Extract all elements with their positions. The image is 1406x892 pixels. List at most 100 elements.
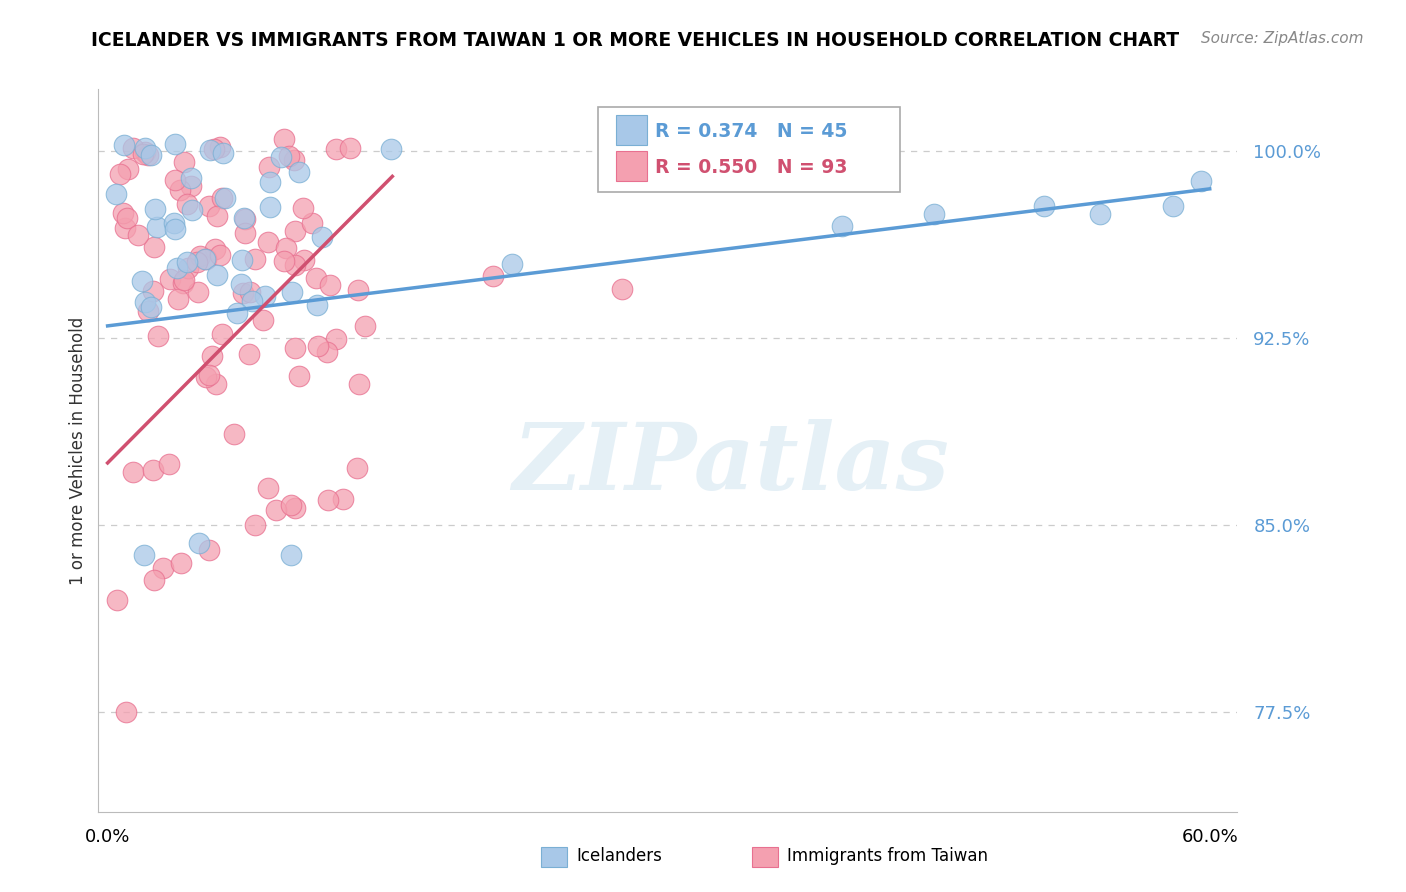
Text: Immigrants from Taiwan: Immigrants from Taiwan [787, 847, 988, 865]
Point [339, 141, 361, 155]
Point [143, 240, 166, 254]
Point [211, 190, 233, 204]
Point [226, 305, 249, 319]
Point [831, 219, 853, 234]
Point [1088, 207, 1111, 221]
Point [270, 150, 292, 164]
Point [278, 149, 301, 163]
Point [186, 255, 208, 269]
Point [257, 235, 280, 249]
Point [238, 347, 260, 361]
Y-axis label: 1 or more Vehicles in Household: 1 or more Vehicles in Household [69, 317, 87, 584]
Point [131, 274, 153, 288]
Point [134, 145, 156, 160]
Point [121, 140, 143, 154]
Point [198, 198, 221, 212]
Point [176, 255, 198, 269]
Point [165, 221, 187, 235]
Text: R = 0.550   N = 93: R = 0.550 N = 93 [655, 158, 848, 177]
Text: Icelanders: Icelanders [576, 847, 662, 865]
Point [205, 377, 228, 392]
Point [501, 257, 523, 271]
Point [132, 146, 155, 161]
Point [134, 548, 156, 562]
Point [142, 463, 165, 477]
Point [273, 132, 295, 146]
Point [197, 543, 219, 558]
Point [134, 295, 156, 310]
Point [173, 273, 195, 287]
Point [1189, 174, 1212, 188]
Point [146, 220, 169, 235]
Point [173, 155, 195, 169]
Point [176, 196, 198, 211]
Point [211, 327, 233, 342]
Point [231, 253, 253, 268]
Point [1033, 199, 1056, 213]
Point [163, 216, 186, 230]
Point [176, 261, 198, 276]
Point [134, 141, 156, 155]
Point [287, 368, 309, 383]
Text: ZIPatlas: ZIPatlas [513, 419, 949, 508]
Point [243, 518, 266, 533]
Point [288, 165, 311, 179]
Point [233, 226, 256, 240]
Point [143, 202, 166, 216]
Point [115, 211, 138, 225]
Point [148, 329, 170, 343]
Point [284, 223, 307, 237]
Point [610, 281, 633, 295]
Point [211, 145, 233, 160]
Point [292, 252, 315, 267]
Point [163, 137, 186, 152]
Point [349, 377, 371, 392]
Point [325, 142, 347, 156]
Point [284, 341, 307, 355]
Point [346, 461, 368, 475]
Point [117, 161, 139, 176]
Point [169, 183, 191, 197]
Point [104, 187, 127, 202]
Point [157, 457, 180, 471]
Point [198, 143, 221, 157]
Point [240, 293, 263, 308]
Text: ICELANDER VS IMMIGRANTS FROM TAIWAN 1 OR MORE VEHICLES IN HOUSEHOLD CORRELATION : ICELANDER VS IMMIGRANTS FROM TAIWAN 1 OR… [91, 31, 1180, 50]
Point [172, 276, 194, 290]
Point [165, 173, 187, 187]
Text: R = 0.374   N = 45: R = 0.374 N = 45 [655, 122, 848, 141]
Point [188, 535, 211, 549]
Point [280, 548, 302, 562]
Point [284, 258, 307, 272]
Point [136, 303, 159, 318]
Point [208, 140, 231, 154]
Point [305, 270, 328, 285]
Point [229, 277, 252, 291]
Point [264, 503, 287, 517]
Point [152, 560, 174, 574]
Point [222, 426, 245, 441]
Point [205, 209, 228, 223]
Point [253, 289, 276, 303]
Point [194, 252, 217, 266]
Point [194, 370, 217, 384]
Point [259, 201, 281, 215]
Point [325, 332, 347, 346]
Point [284, 501, 307, 516]
Point [354, 319, 377, 334]
Point [239, 285, 262, 299]
Point [307, 298, 329, 312]
Point [307, 339, 329, 353]
Point [332, 492, 354, 507]
Point [127, 228, 149, 243]
Point [214, 191, 236, 205]
Point [311, 229, 333, 244]
Point [138, 147, 160, 161]
Point [291, 201, 314, 215]
Point [316, 493, 339, 508]
Point [115, 705, 138, 719]
Point [922, 207, 945, 221]
Point [232, 285, 254, 300]
Point [204, 242, 226, 256]
Point [108, 167, 131, 181]
